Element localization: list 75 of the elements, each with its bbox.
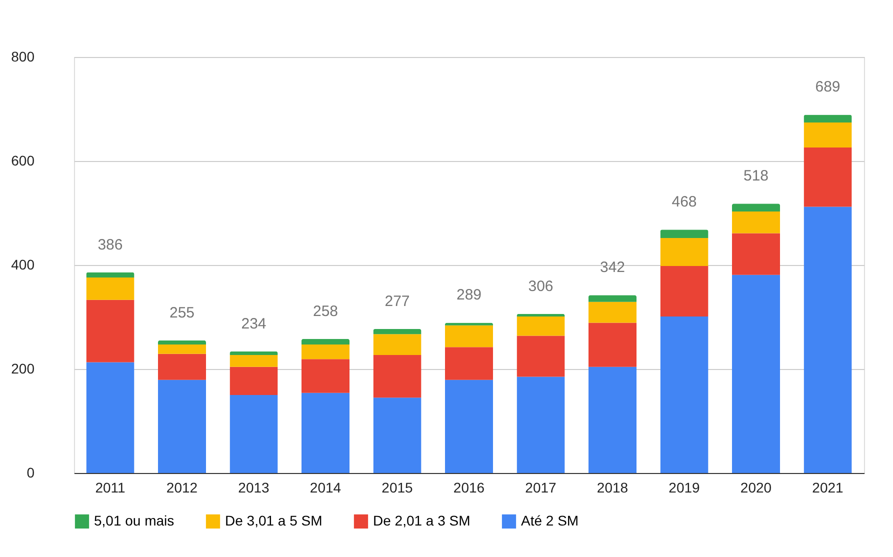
bar [588,302,637,323]
bar [732,204,780,212]
bar [660,316,708,473]
bar [301,338,350,345]
bar [588,295,637,302]
bar [373,328,422,334]
bar [444,322,494,326]
total-label: 277 [384,292,410,310]
bar [732,211,780,234]
bar [660,238,708,266]
bar [158,380,206,473]
total-label: 234 [241,315,266,332]
y-tick-label: 0 [26,464,35,480]
bar [86,362,134,473]
x-tick-label: 2019 [668,480,700,496]
bar [301,344,350,360]
x-tick-label: 2016 [453,480,485,496]
total-label: 306 [528,278,554,295]
y-tick-label: 800 [11,48,35,64]
y-tick-label: 400 [11,256,35,272]
bar [660,230,708,238]
x-tick-label: 2011 [95,480,126,496]
legend-label: Até 2 SM [521,512,579,528]
y-tick-label: 600 [11,152,35,168]
bar [588,322,637,367]
bar [516,314,565,316]
legend-label: De 2,01 a 3 SM [373,512,470,528]
x-tick-label: 2012 [166,480,198,496]
x-tick-label: 2018 [596,480,628,496]
total-label: 468 [672,194,697,211]
bar [516,316,565,336]
y-tick-label: 200 [11,360,35,376]
total-label: 518 [743,168,769,185]
bar [230,354,278,367]
bar [86,277,134,300]
bar [373,398,422,473]
bar [804,122,852,148]
bar [588,366,637,473]
bar [158,354,206,380]
total-label: 289 [456,286,482,304]
bar [373,354,422,398]
bar [301,359,350,393]
total-label: 255 [169,304,195,322]
bar [732,274,780,473]
x-tick-label: 2020 [740,480,772,496]
bar [444,347,494,380]
bar [230,351,278,355]
x-tick-label: 2015 [382,480,414,496]
bar [86,272,134,278]
total-label: 386 [98,236,123,254]
x-tick-label: 2014 [310,480,342,496]
x-tick-label: 2021 [812,480,844,496]
x-tick-label: 2013 [238,480,270,496]
x-tick-label: 2017 [525,480,557,496]
bar [804,114,852,123]
total-label: 258 [312,302,338,320]
total-label: 689 [815,78,840,96]
bar [86,300,134,362]
bar [444,380,494,473]
bar [230,366,278,395]
bar [373,334,422,355]
bar [444,325,494,348]
bar [301,392,350,473]
bar [516,376,565,473]
legend-label: 5,01 ou mais [94,512,174,528]
bar [660,266,708,316]
bar [804,147,852,207]
bar [516,336,565,377]
bar [230,395,278,473]
bar [158,344,206,354]
legend-label: De 3,01 a 5 SM [225,512,322,528]
total-label: 342 [600,259,626,276]
bar [732,233,780,275]
bar [158,340,206,345]
bar [804,206,852,473]
